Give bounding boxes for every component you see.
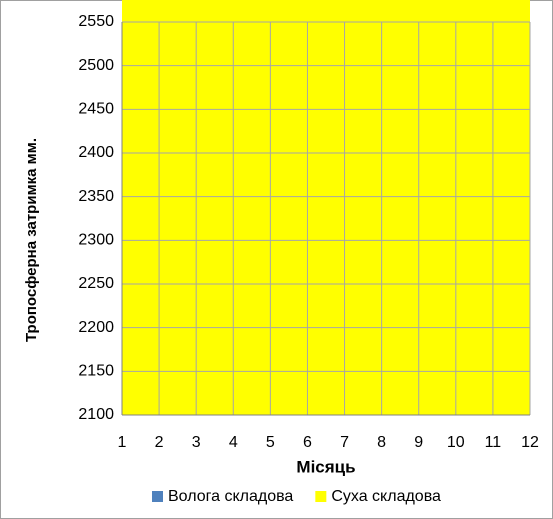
y-tick-label: 2100 xyxy=(78,406,114,423)
y-tick-label: 2200 xyxy=(78,319,114,336)
x-tick-label: 3 xyxy=(192,434,201,451)
y-tick-label: 2450 xyxy=(78,101,114,118)
x-tick-label: 8 xyxy=(377,434,386,451)
x-tick-label: 1 xyxy=(118,434,127,451)
x-tick-label: 9 xyxy=(414,434,423,451)
x-tick-label: 5 xyxy=(266,434,275,451)
x-axis-label: Місяць xyxy=(296,457,355,476)
y-tick-label: 2150 xyxy=(78,363,114,380)
y-tick-label: 2300 xyxy=(78,232,114,249)
y-tick-label: 2500 xyxy=(78,57,114,74)
legend-swatch xyxy=(315,491,327,502)
legend-label: Суха складова xyxy=(331,488,441,505)
x-tick-label: 6 xyxy=(303,434,312,451)
x-tick-label: 10 xyxy=(447,434,465,451)
y-tick-label: 2400 xyxy=(78,144,114,161)
x-tick-label: 11 xyxy=(485,434,502,451)
y-tick-label: 2350 xyxy=(78,188,114,205)
x-tick-label: 7 xyxy=(340,434,349,451)
y-tick-label: 2250 xyxy=(78,275,114,292)
x-tick-label: 2 xyxy=(155,434,164,451)
y-axis-label: Тропосферна затримка мм. xyxy=(23,138,40,342)
x-tick-label: 4 xyxy=(229,434,238,451)
legend-swatch xyxy=(152,491,163,502)
y-tick-label: 2550 xyxy=(78,13,114,30)
area xyxy=(122,0,530,415)
x-tick-label: 12 xyxy=(521,434,539,451)
legend-label: Волога складова xyxy=(168,488,293,505)
